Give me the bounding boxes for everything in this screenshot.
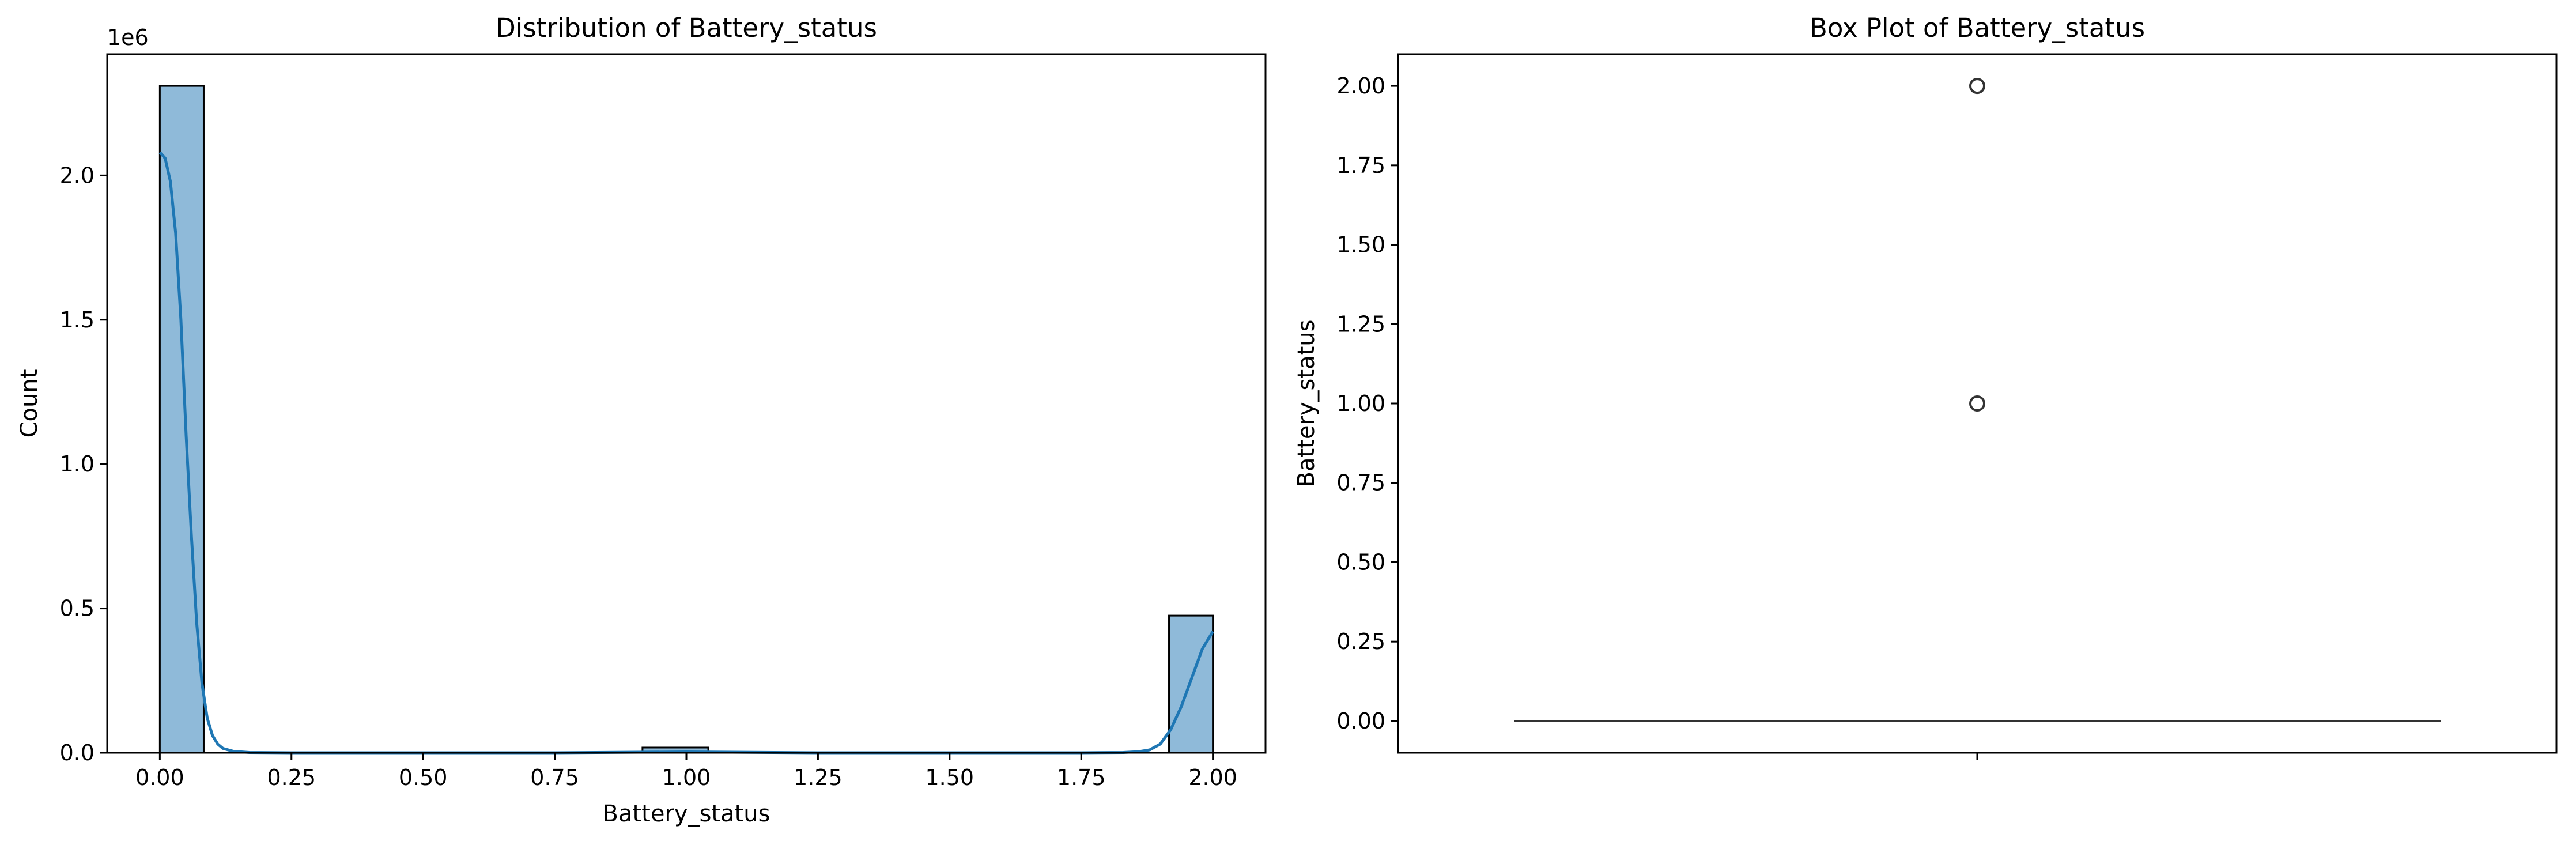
boxplot-y-axis-label: Battery_status [1293,320,1320,488]
histogram-panel: Distribution of Battery_status 1e6 0.00 0… [16,13,1267,827]
histogram-x-tick-label: 0.25 [267,765,316,790]
histogram-y-offset: 1e6 [107,25,149,50]
boxplot-y-tick-label: 0.75 [1336,470,1385,496]
boxplot-y-tick-label: 1.75 [1336,153,1385,178]
boxplot-y-tick-label: 1.50 [1336,232,1385,258]
histogram-y-tick-label: 2.0 [60,163,95,188]
boxplot-y-tick-label: 1.00 [1336,391,1385,416]
boxplot-outlier-point [1969,395,1985,412]
histogram-x-tick-label: 2.00 [1188,765,1237,790]
histogram-y-tick-label: 1.0 [60,451,95,477]
boxplot-y-tick-label: 0.00 [1336,708,1385,734]
histogram-x-tick-label: 0.75 [530,765,579,790]
kde-line [158,151,1214,755]
boxplot-plot-area: 0.00 0.25 0.50 0.75 1.00 1.25 1.50 1.75 2.00 [1336,73,2441,760]
boxplot-title: Box Plot of Battery_status [1810,13,2145,43]
boxplot-y-tick-label: 0.25 [1336,629,1385,654]
histogram-x-tick-label: 1.50 [926,765,975,790]
histogram-bar [158,85,205,754]
boxplot-y-tick-label: 1.25 [1336,311,1385,337]
histogram-x-tick-label: 1.75 [1057,765,1106,790]
histogram-x-tick-label: 1.25 [794,765,843,790]
histogram-x-tick-label: 1.00 [662,765,711,790]
histogram-x-tick-label: 0.50 [399,765,448,790]
histogram-plot-area: 0.00 0.25 0.50 0.75 1.00 1.25 1.50 1.75 2.00 0.0 0… [60,85,1237,790]
histogram-y-axis-label: Count [16,369,43,438]
boxplot-panel: Box Plot of Battery_status 0.000.250.500… [1293,13,2558,760]
histogram-title: Distribution of Battery_status [496,13,877,43]
histogram-x-tick-label: 0.00 [135,765,184,790]
boxplot-frame [1397,53,2558,754]
boxplot-y-tick-label: 2.00 [1336,73,1385,99]
boxplot-y-tick-label: 0.50 [1336,549,1385,575]
histogram-y-tick-label: 1.5 [60,307,95,333]
histogram-y-tick-label: 0.0 [60,740,95,765]
histogram-x-axis-label: Battery_status [603,801,770,827]
histogram-frame [106,53,1267,754]
histogram-y-tick-label: 0.5 [60,596,95,621]
boxplot-outlier-point [1969,78,1985,95]
